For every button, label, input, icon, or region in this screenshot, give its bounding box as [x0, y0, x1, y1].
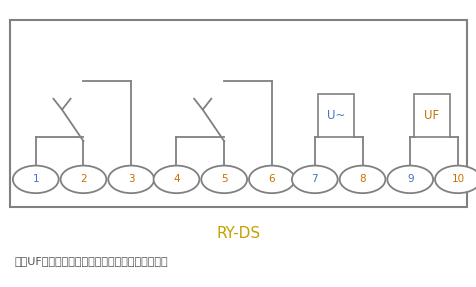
Circle shape	[108, 166, 154, 193]
Text: 7: 7	[311, 174, 317, 184]
Text: UF: UF	[423, 109, 438, 122]
Circle shape	[153, 166, 199, 193]
Text: 6: 6	[268, 174, 275, 184]
FancyBboxPatch shape	[318, 94, 353, 137]
Circle shape	[60, 166, 106, 193]
Circle shape	[248, 166, 294, 193]
Text: 10: 10	[450, 174, 464, 184]
Circle shape	[434, 166, 476, 193]
Text: 注：UF为继电器辅助电源，使用时必需长期带电。: 注：UF为继电器辅助电源，使用时必需长期带电。	[14, 256, 168, 266]
Text: RY-DS: RY-DS	[216, 226, 260, 241]
Circle shape	[13, 166, 59, 193]
Circle shape	[201, 166, 247, 193]
Text: 2: 2	[80, 174, 87, 184]
Text: 9: 9	[406, 174, 413, 184]
FancyBboxPatch shape	[413, 94, 448, 137]
Text: 3: 3	[128, 174, 134, 184]
FancyBboxPatch shape	[10, 20, 466, 207]
Circle shape	[339, 166, 385, 193]
Text: 1: 1	[32, 174, 39, 184]
Text: 5: 5	[220, 174, 227, 184]
Text: 4: 4	[173, 174, 179, 184]
Text: 8: 8	[358, 174, 365, 184]
Text: U~: U~	[327, 109, 345, 122]
Circle shape	[291, 166, 337, 193]
Circle shape	[387, 166, 432, 193]
